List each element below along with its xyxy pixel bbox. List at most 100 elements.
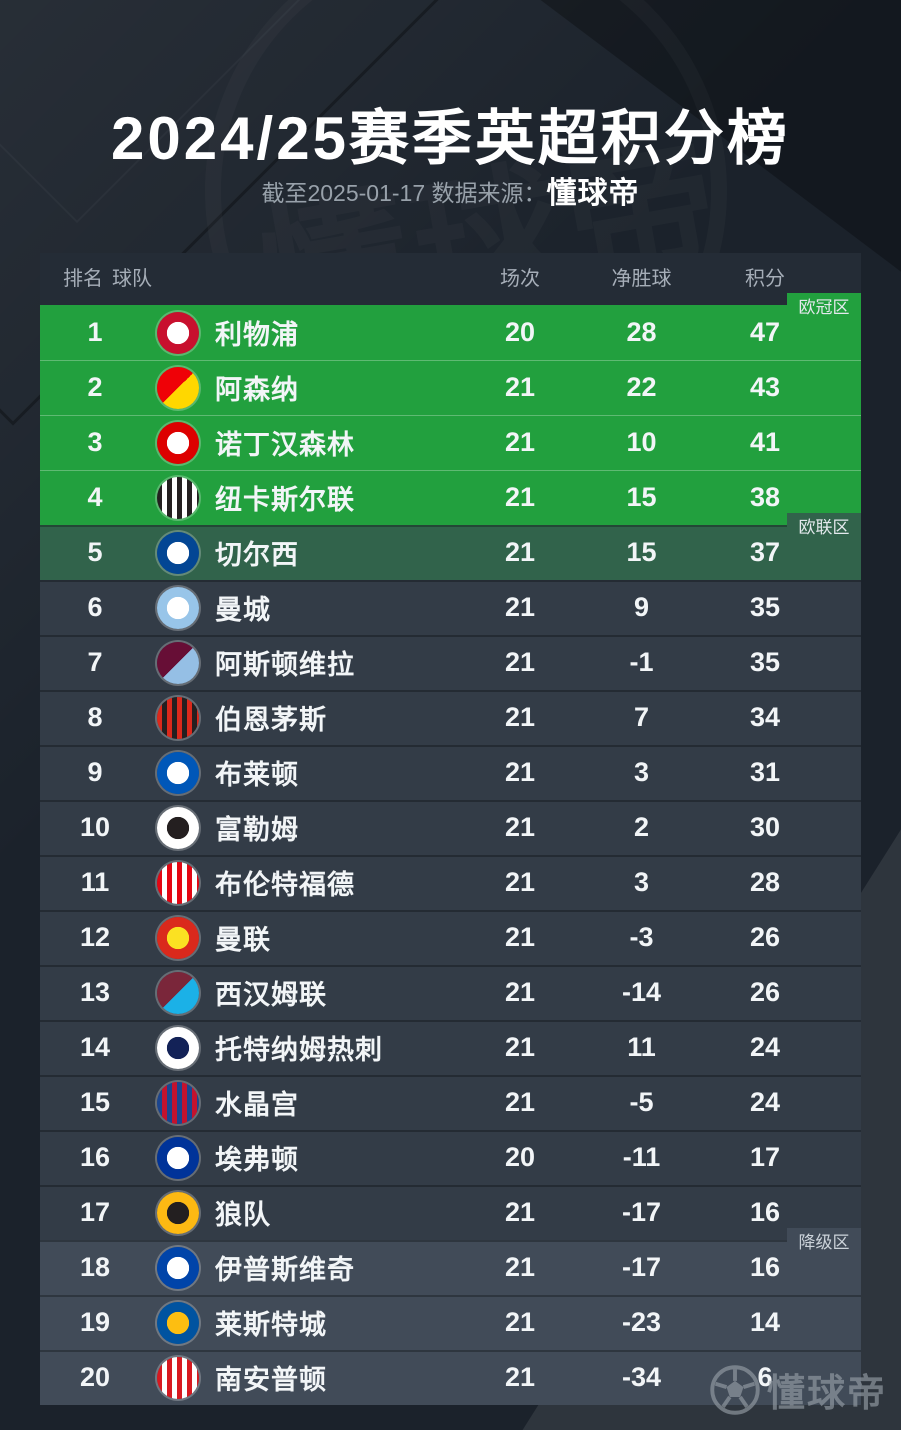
table-row: 12 曼联 21 -3 26: [40, 910, 861, 965]
team-badge-cell: [150, 311, 206, 354]
played-cell: 21: [504, 1087, 536, 1117]
team-name-cell: 狼队: [215, 1200, 271, 1230]
team-name-cell: 诺丁汉森林: [215, 430, 355, 460]
table-row: 9 布莱顿 21 3 31: [40, 745, 861, 800]
points-cell: 24: [749, 1087, 781, 1117]
team-name-cell: 托特纳姆热刺: [215, 1035, 383, 1065]
team-badge-cell: [150, 1026, 206, 1069]
team-badge-cell: [150, 916, 206, 959]
table-row: 4 纽卡斯尔联 21 15 38: [40, 470, 861, 525]
played-cell: 21: [504, 757, 536, 787]
zone-tab-champions-league: 欧冠区: [787, 293, 861, 323]
brand-logo-text: 懂球帝: [766, 1373, 887, 1415]
team-badge-cell: [150, 586, 206, 629]
table-row: 5 切尔西 21 15 37: [40, 525, 861, 580]
points-cell: 16: [749, 1197, 781, 1227]
team-name-cell: 伯恩茅斯: [215, 705, 327, 735]
team-badge-cell: [150, 971, 206, 1014]
fulham-crest-icon: [157, 806, 199, 849]
goal-diff-cell: 15: [626, 482, 657, 512]
team-badge-cell: [150, 751, 206, 794]
played-cell: 20: [504, 1142, 536, 1172]
points-cell: 47: [749, 317, 781, 347]
points-cell: 28: [749, 867, 781, 897]
rank-cell: 12: [79, 922, 111, 952]
team-badge-cell: [150, 1136, 206, 1179]
rank-cell: 10: [79, 812, 111, 842]
goal-diff-cell: 3: [633, 867, 650, 897]
points-cell: 43: [749, 372, 781, 402]
played-cell: 21: [504, 1362, 536, 1392]
rank-cell: 19: [79, 1307, 111, 1337]
played-cell: 21: [504, 867, 536, 897]
points-cell: 35: [749, 592, 781, 622]
ipswich-crest-icon: [157, 1246, 199, 1289]
rank-cell: 2: [87, 372, 103, 402]
table-header-row: 排名 球队 场次 净胜球 积分: [40, 253, 861, 305]
team-name-cell: 水晶宫: [215, 1090, 299, 1120]
goal-diff-cell: 9: [633, 592, 650, 622]
page-title: 2024/25赛季英超积分榜: [111, 105, 790, 172]
goal-diff-cell: -11: [622, 1142, 661, 1172]
played-cell: 21: [504, 1307, 536, 1337]
rank-cell: 14: [79, 1032, 111, 1062]
col-header-goal-diff: 净胜球: [611, 268, 672, 290]
played-cell: 21: [504, 592, 536, 622]
forest-crest-icon: [157, 421, 199, 464]
table-row: 13 西汉姆联 21 -14 26: [40, 965, 861, 1020]
goal-diff-cell: -5: [629, 1087, 654, 1117]
team-badge-cell: [150, 861, 206, 904]
rank-cell: 9: [87, 757, 103, 787]
team-name-cell: 阿斯顿维拉: [215, 650, 355, 680]
rank-cell: 11: [80, 867, 110, 897]
points-cell: 30: [749, 812, 781, 842]
table-row: 1 利物浦 20 28 47: [40, 305, 861, 360]
rank-cell: 18: [79, 1252, 111, 1282]
wolves-crest-icon: [157, 1191, 199, 1234]
everton-crest-icon: [157, 1136, 199, 1179]
goal-diff-cell: 15: [626, 537, 657, 567]
spurs-crest-icon: [157, 1026, 199, 1069]
points-cell: 38: [749, 482, 781, 512]
rank-cell: 7: [87, 647, 103, 677]
team-badge-cell: [150, 421, 206, 464]
goal-diff-cell: -3: [629, 922, 654, 952]
table-row: 17 狼队 21 -17 16: [40, 1185, 861, 1240]
team-name-cell: 南安普顿: [215, 1365, 327, 1395]
played-cell: 21: [504, 1252, 536, 1282]
team-badge-cell: [150, 1301, 206, 1344]
rank-cell: 20: [79, 1362, 111, 1392]
points-cell: 26: [749, 922, 781, 952]
col-header-team: 球队: [112, 268, 152, 290]
team-name-cell: 曼城: [215, 595, 271, 625]
points-cell: 34: [749, 702, 781, 732]
played-cell: 21: [504, 812, 536, 842]
rank-cell: 1: [87, 317, 103, 347]
played-cell: 21: [504, 482, 536, 512]
col-header-rank: 排名: [63, 268, 103, 290]
team-name-cell: 曼联: [215, 925, 271, 955]
team-name-cell: 布莱顿: [215, 760, 299, 790]
goal-diff-cell: 10: [626, 427, 657, 457]
played-cell: 20: [504, 317, 536, 347]
rank-cell: 13: [79, 977, 111, 1007]
rank-cell: 5: [87, 537, 103, 567]
newcastle-crest-icon: [157, 476, 199, 519]
goal-diff-cell: 22: [626, 372, 657, 402]
team-badge-cell: [150, 1191, 206, 1234]
liverpool-crest-icon: [157, 311, 199, 354]
team-badge-cell: [150, 1246, 206, 1289]
team-name-cell: 切尔西: [215, 540, 299, 570]
team-name-cell: 莱斯特城: [215, 1310, 327, 1340]
team-badge-cell: [150, 531, 206, 574]
team-badge-cell: [150, 641, 206, 684]
bournemouth-crest-icon: [157, 696, 199, 739]
goal-diff-cell: 3: [633, 757, 650, 787]
goal-diff-cell: -17: [621, 1197, 662, 1227]
team-badge-cell: [150, 1356, 206, 1399]
team-badge-cell: [150, 366, 206, 409]
rank-cell: 16: [79, 1142, 111, 1172]
team-badge-cell: [150, 1081, 206, 1124]
team-badge-cell: [150, 806, 206, 849]
